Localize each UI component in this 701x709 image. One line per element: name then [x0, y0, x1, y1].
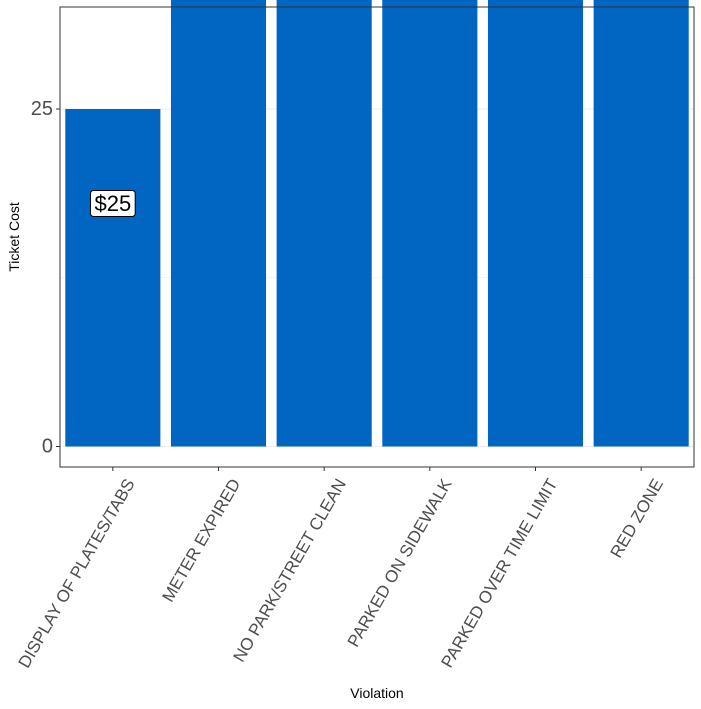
bar — [487, 0, 584, 447]
x-axis-title: Violation — [350, 685, 403, 701]
gridlines — [60, 108, 694, 447]
y-axis-title: Ticket Cost — [6, 202, 22, 272]
bar — [382, 0, 478, 447]
data-label-text: $25 — [94, 191, 131, 216]
bar — [170, 0, 267, 447]
y-tick-label: 25 — [31, 98, 53, 120]
data-label-box — [89, 190, 136, 217]
panel-border — [59, 6, 695, 468]
data-labels: $25$63$73$68$58$93 — [89, 190, 136, 217]
bar — [65, 109, 161, 447]
data-label: $25 — [89, 190, 136, 217]
bar — [276, 0, 372, 447]
bar — [593, 0, 689, 447]
y-axis: 0255075 — [31, 98, 60, 458]
bars — [65, 0, 689, 447]
y-tick-label: 0 — [42, 436, 53, 458]
